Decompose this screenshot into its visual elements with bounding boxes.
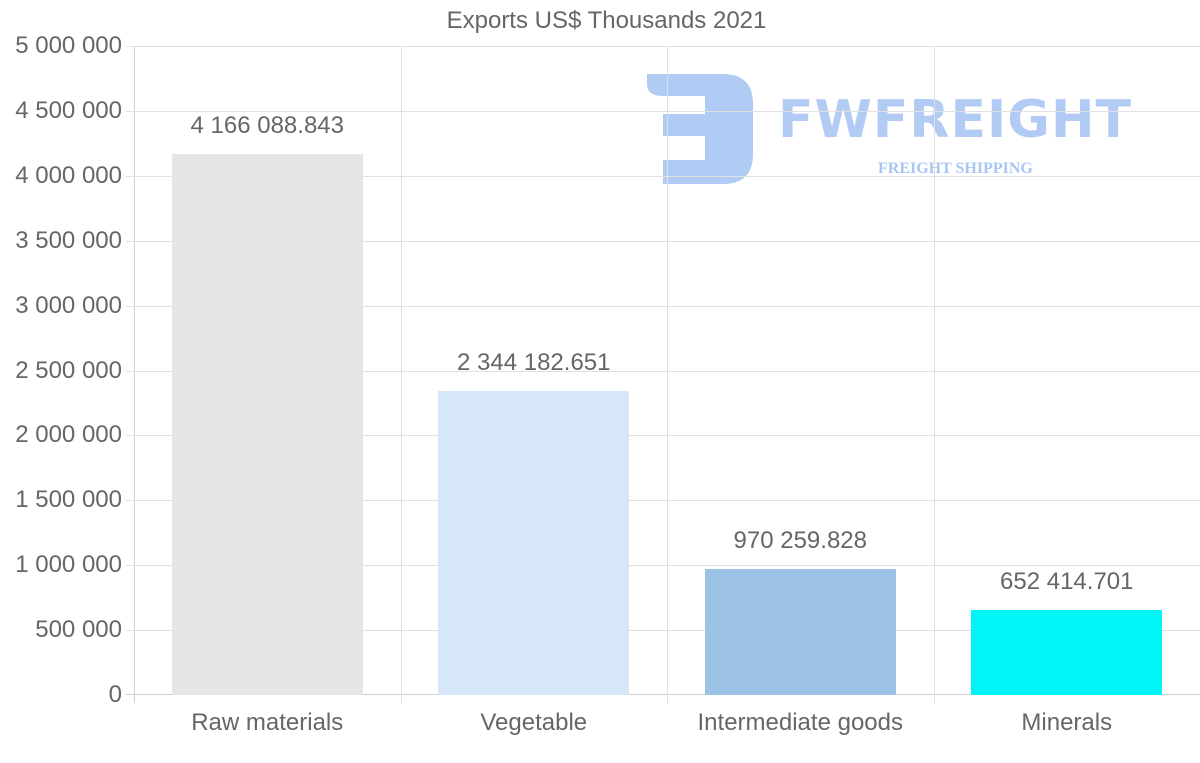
y-tick-label: 4 000 000 (15, 161, 122, 189)
gridline-vertical (400, 46, 402, 703)
y-tick-label: 1 000 000 (15, 551, 122, 579)
bar-value-label: 970 259.828 (733, 527, 867, 555)
bar-minerals[interactable] (971, 610, 1163, 695)
bar-vegetable[interactable] (438, 390, 630, 695)
x-tick-label: Raw materials (191, 709, 344, 736)
x-tick-label: Vegetable (480, 709, 588, 736)
fwfreight-logo-icon (647, 74, 753, 184)
plot-area: 4 166 088.843 2 344 182.651 970 259.828 652… (126, 46, 1200, 703)
gridline-horizontal (126, 630, 1200, 632)
bar-raw-materials[interactable] (171, 154, 363, 695)
chart-title: Exports US$ Thousands 2021 (446, 7, 767, 34)
gridline-horizontal (126, 110, 1200, 112)
watermark-tagline: FREIGHT SHIPPING (878, 160, 1033, 177)
x-tick-label: Intermediate goods (697, 709, 903, 736)
x-tick-label: Minerals (1021, 709, 1113, 736)
bar-intermediate-goods[interactable] (704, 569, 896, 695)
gridline-horizontal (126, 370, 1200, 372)
gridline-horizontal (126, 240, 1200, 242)
gridline-horizontal (126, 565, 1200, 567)
y-tick-label: 3 000 000 (15, 291, 122, 319)
gridline-horizontal (126, 305, 1200, 307)
y-tick-label: 2 000 000 (15, 421, 122, 449)
gridline-vertical (933, 46, 935, 703)
y-tick-label: 500 000 (35, 616, 122, 644)
x-axis-line (126, 694, 1200, 695)
y-tick-label: 0 (108, 681, 122, 708)
y-tick-label: 4 500 000 (15, 96, 122, 124)
bar-value-label: 4 166 088.843 (190, 112, 344, 140)
gridline-horizontal (126, 46, 1200, 47)
bar-value-label: 652 414.701 (1000, 568, 1134, 596)
gridline-vertical (667, 46, 668, 703)
y-tick-label: 5 000 000 (15, 32, 122, 59)
y-axis-line (134, 46, 135, 703)
y-tick-label: 2 500 000 (15, 356, 122, 384)
y-tick-label: 1 500 000 (15, 486, 122, 514)
gridline-horizontal (126, 500, 1200, 502)
bar-value-label: 2 344 182.651 (457, 348, 611, 376)
watermark-logo: FWFREIGHT FREIGHT SHIPPING (645, 72, 1165, 187)
gridline-horizontal (126, 435, 1200, 437)
y-tick-label: 3 500 000 (15, 226, 122, 254)
gridline-horizontal (126, 175, 1200, 177)
watermark-brand: FWFREIGHT (778, 90, 1132, 150)
